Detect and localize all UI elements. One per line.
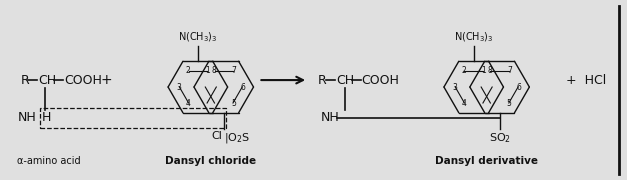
Text: 7: 7 (507, 66, 512, 75)
Text: R: R (20, 74, 29, 87)
Text: COOH: COOH (64, 74, 102, 87)
Text: 6: 6 (241, 82, 246, 91)
Text: CH: CH (38, 74, 56, 87)
Text: 2: 2 (186, 66, 191, 75)
Text: 3: 3 (176, 82, 181, 91)
Text: α-amino acid: α-amino acid (18, 156, 81, 166)
Text: 6: 6 (517, 82, 522, 91)
Text: N(CH$_3$)$_3$: N(CH$_3$)$_3$ (178, 31, 218, 44)
Text: 8: 8 (488, 66, 492, 75)
Text: Cl: Cl (211, 131, 222, 141)
Text: Dansyl chloride: Dansyl chloride (166, 156, 256, 166)
Text: H: H (42, 111, 51, 124)
Text: |O$_2$S: |O$_2$S (224, 131, 250, 145)
Text: 5: 5 (231, 99, 236, 108)
Text: +: + (101, 73, 112, 87)
Text: 1: 1 (481, 66, 486, 75)
Text: 4: 4 (461, 99, 466, 108)
Bar (40, 108, 226, 128)
Text: COOH: COOH (362, 74, 399, 87)
Text: 7: 7 (231, 66, 236, 75)
Text: 3: 3 (452, 82, 457, 91)
Text: 2: 2 (461, 66, 466, 75)
Text: 4: 4 (186, 99, 191, 108)
Text: NH: NH (321, 111, 340, 124)
Text: 8: 8 (212, 66, 216, 75)
Text: Dansyl derivative: Dansyl derivative (435, 156, 538, 166)
Text: NH: NH (18, 111, 36, 124)
Text: 1: 1 (205, 66, 210, 75)
Text: +  HCl: + HCl (566, 74, 606, 87)
Text: 5: 5 (507, 99, 512, 108)
Text: CH: CH (336, 74, 354, 87)
Text: N(CH$_3$)$_3$: N(CH$_3$)$_3$ (454, 31, 493, 44)
Text: R: R (318, 74, 327, 87)
Text: SO$_2$: SO$_2$ (488, 131, 510, 145)
